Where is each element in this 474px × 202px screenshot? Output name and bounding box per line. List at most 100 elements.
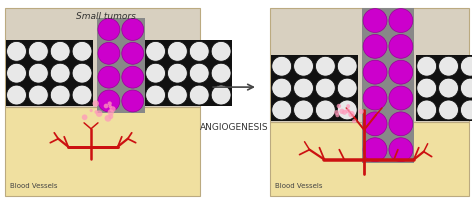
Circle shape	[460, 101, 474, 120]
Circle shape	[94, 110, 98, 114]
Circle shape	[146, 42, 165, 62]
Circle shape	[189, 64, 209, 84]
Circle shape	[108, 102, 112, 106]
Circle shape	[122, 43, 144, 65]
Circle shape	[90, 109, 93, 113]
Circle shape	[363, 35, 387, 59]
Circle shape	[72, 64, 92, 84]
Circle shape	[7, 64, 27, 84]
Circle shape	[389, 35, 413, 59]
Circle shape	[167, 64, 187, 84]
Bar	[270, 9, 469, 122]
Circle shape	[293, 57, 313, 77]
Text: Blood Vessels: Blood Vessels	[275, 182, 322, 188]
Circle shape	[438, 79, 458, 99]
Circle shape	[417, 79, 437, 99]
Circle shape	[460, 79, 474, 99]
Circle shape	[82, 115, 88, 121]
Circle shape	[363, 9, 387, 33]
Circle shape	[438, 57, 458, 77]
Circle shape	[363, 138, 387, 162]
Circle shape	[336, 114, 339, 118]
Bar	[5, 9, 200, 107]
Circle shape	[7, 42, 27, 62]
Circle shape	[363, 112, 387, 136]
Circle shape	[109, 107, 116, 113]
Text: ANGIOGENESIS: ANGIOGENESIS	[200, 123, 268, 132]
Circle shape	[109, 115, 113, 119]
Circle shape	[146, 86, 165, 105]
Text: Small tumors: Small tumors	[76, 12, 136, 21]
Circle shape	[334, 110, 339, 115]
Circle shape	[122, 91, 144, 112]
Circle shape	[50, 42, 70, 62]
Circle shape	[72, 86, 92, 105]
Circle shape	[104, 104, 109, 109]
Bar	[270, 122, 469, 196]
Circle shape	[98, 19, 120, 41]
Bar	[362, 9, 414, 163]
Circle shape	[272, 57, 292, 77]
Bar	[145, 41, 232, 106]
Circle shape	[293, 101, 313, 120]
Circle shape	[316, 79, 335, 99]
Circle shape	[211, 64, 231, 84]
Circle shape	[363, 87, 387, 110]
Circle shape	[50, 64, 70, 84]
Circle shape	[337, 104, 341, 109]
Circle shape	[50, 86, 70, 105]
Circle shape	[98, 91, 120, 112]
Circle shape	[189, 42, 209, 62]
Circle shape	[122, 67, 144, 89]
Circle shape	[211, 42, 231, 62]
Circle shape	[108, 110, 114, 116]
Circle shape	[438, 101, 458, 120]
Circle shape	[189, 86, 209, 105]
Bar	[6, 41, 93, 106]
Circle shape	[348, 112, 355, 118]
Circle shape	[417, 101, 437, 120]
Circle shape	[389, 112, 413, 136]
Circle shape	[98, 43, 120, 65]
Circle shape	[293, 79, 313, 99]
Circle shape	[272, 101, 292, 120]
Bar	[97, 18, 145, 113]
Circle shape	[146, 64, 165, 84]
Bar	[271, 56, 358, 121]
Bar	[5, 107, 200, 196]
Circle shape	[98, 67, 120, 89]
Circle shape	[358, 109, 364, 115]
Text: Blood Vessels: Blood Vessels	[9, 182, 57, 188]
Circle shape	[352, 120, 356, 124]
Circle shape	[28, 86, 48, 105]
Circle shape	[72, 42, 92, 62]
Circle shape	[272, 79, 292, 99]
Bar	[416, 56, 474, 121]
Circle shape	[337, 79, 357, 99]
Circle shape	[28, 64, 48, 84]
Circle shape	[363, 61, 387, 85]
Circle shape	[316, 57, 335, 77]
Circle shape	[316, 101, 335, 120]
Circle shape	[342, 110, 347, 115]
Circle shape	[339, 109, 345, 114]
Circle shape	[167, 86, 187, 105]
Circle shape	[389, 61, 413, 85]
Circle shape	[389, 87, 413, 110]
Circle shape	[96, 111, 102, 117]
Circle shape	[109, 105, 112, 109]
Circle shape	[122, 19, 144, 41]
Circle shape	[92, 101, 99, 107]
Circle shape	[28, 42, 48, 62]
Circle shape	[7, 86, 27, 105]
Circle shape	[346, 105, 350, 109]
Circle shape	[389, 138, 413, 162]
Circle shape	[460, 57, 474, 77]
Circle shape	[337, 57, 357, 77]
Circle shape	[389, 9, 413, 33]
Circle shape	[211, 86, 231, 105]
Circle shape	[345, 109, 350, 114]
Circle shape	[417, 57, 437, 77]
Circle shape	[167, 42, 187, 62]
Circle shape	[105, 115, 111, 122]
